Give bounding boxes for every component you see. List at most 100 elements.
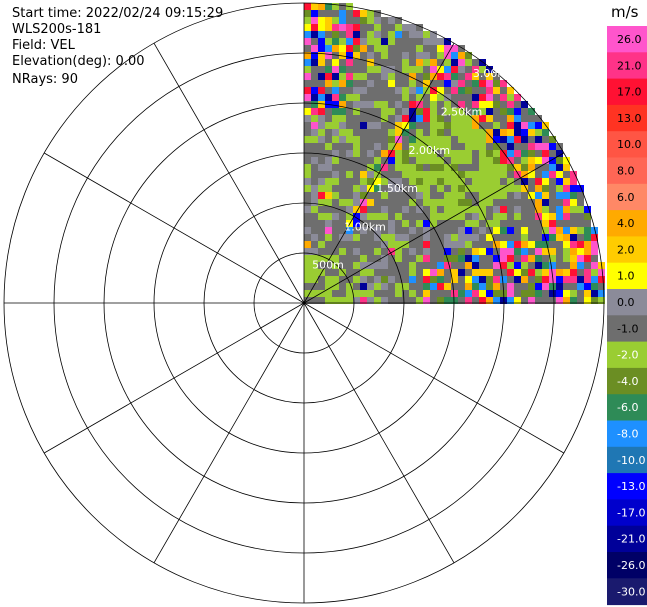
velocity-bin bbox=[402, 73, 409, 80]
velocity-bin bbox=[472, 248, 479, 255]
velocity-bin bbox=[311, 101, 318, 108]
velocity-bin bbox=[360, 178, 367, 185]
velocity-bin bbox=[528, 220, 535, 227]
velocity-bin bbox=[423, 94, 430, 101]
azimuth-spoke bbox=[303, 302, 565, 454]
range-ring-labels: 500m 1.00km 1.50km 2.00km 2.50km 3.00km bbox=[312, 67, 514, 272]
colorbar-tick-label: 6.0 bbox=[617, 191, 635, 204]
velocity-bin bbox=[311, 122, 318, 129]
velocity-bin bbox=[507, 199, 514, 206]
velocity-bin bbox=[500, 241, 507, 248]
velocity-bin bbox=[472, 276, 479, 283]
velocity-bin bbox=[332, 3, 339, 10]
velocity-bin bbox=[388, 136, 395, 143]
velocity-bin bbox=[388, 227, 395, 234]
velocity-bin bbox=[430, 178, 437, 185]
velocity-bin bbox=[346, 101, 353, 108]
velocity-bin bbox=[486, 283, 493, 290]
velocity-bin bbox=[479, 241, 486, 248]
velocity-bin bbox=[374, 10, 381, 17]
velocity-bin bbox=[556, 185, 563, 192]
velocity-bin bbox=[388, 115, 395, 122]
velocity-bin bbox=[360, 115, 367, 122]
velocity-bin bbox=[444, 164, 451, 171]
velocity-bin bbox=[507, 262, 514, 269]
velocity-bin bbox=[479, 157, 486, 164]
velocity-bin bbox=[367, 45, 374, 52]
velocity-bin bbox=[465, 101, 472, 108]
velocity-bin bbox=[367, 24, 374, 31]
velocity-bin bbox=[318, 290, 325, 297]
velocity-bin bbox=[535, 178, 542, 185]
velocity-bin bbox=[346, 248, 353, 255]
velocity-bin bbox=[493, 136, 500, 143]
velocity-bin bbox=[311, 241, 318, 248]
velocity-bin bbox=[360, 157, 367, 164]
velocity-bin bbox=[458, 241, 465, 248]
velocity-bin bbox=[528, 192, 535, 199]
velocity-bin bbox=[549, 220, 556, 227]
velocity-bin bbox=[402, 45, 409, 52]
velocity-bin bbox=[395, 31, 402, 38]
velocity-bin bbox=[451, 129, 458, 136]
colorbar-bin bbox=[607, 78, 647, 106]
velocity-bin bbox=[479, 199, 486, 206]
velocity-bin bbox=[360, 45, 367, 52]
velocity-bin bbox=[493, 241, 500, 248]
velocity-bin bbox=[472, 122, 479, 129]
velocity-bin bbox=[381, 164, 388, 171]
velocity-bin bbox=[325, 3, 332, 10]
velocity-bin bbox=[318, 143, 325, 150]
velocity-bin bbox=[430, 31, 437, 38]
colorbar-tick-label: -30.0 bbox=[617, 585, 645, 598]
velocity-bin bbox=[360, 171, 367, 178]
velocity-bin bbox=[458, 108, 465, 115]
velocity-bin bbox=[444, 220, 451, 227]
velocity-bin bbox=[374, 94, 381, 101]
velocity-bin bbox=[402, 52, 409, 59]
velocity-bin bbox=[395, 192, 402, 199]
velocity-bin bbox=[402, 122, 409, 129]
velocity-bin bbox=[367, 122, 374, 129]
velocity-bin bbox=[514, 94, 521, 101]
velocity-bin bbox=[325, 276, 332, 283]
velocity-bin bbox=[444, 276, 451, 283]
velocity-bin bbox=[563, 234, 570, 241]
velocity-bin bbox=[360, 52, 367, 59]
velocity-bin bbox=[598, 290, 605, 297]
velocity-bin bbox=[556, 248, 563, 255]
velocity-bin bbox=[521, 150, 528, 157]
velocity-bin bbox=[402, 31, 409, 38]
velocity-bin bbox=[479, 206, 486, 213]
velocity-bin bbox=[353, 38, 360, 45]
velocity-bin bbox=[332, 290, 339, 297]
velocity-bin bbox=[409, 129, 416, 136]
velocity-bin bbox=[416, 185, 423, 192]
velocity-bin bbox=[493, 199, 500, 206]
velocity-bin bbox=[535, 234, 542, 241]
velocity-bin bbox=[472, 262, 479, 269]
velocity-bin bbox=[549, 276, 556, 283]
velocity-bin bbox=[500, 220, 507, 227]
velocity-bin bbox=[311, 234, 318, 241]
velocity-bin bbox=[451, 234, 458, 241]
velocity-bin bbox=[430, 227, 437, 234]
velocity-bin bbox=[353, 73, 360, 80]
start-time-label: Start time: 2022/02/24 09:15:29 bbox=[12, 6, 224, 21]
velocity-bin bbox=[507, 241, 514, 248]
velocity-bin bbox=[416, 297, 423, 304]
velocity-bin bbox=[332, 178, 339, 185]
velocity-bin bbox=[346, 171, 353, 178]
velocity-bin bbox=[444, 115, 451, 122]
velocity-bin bbox=[556, 234, 563, 241]
velocity-bin bbox=[374, 206, 381, 213]
velocity-bin bbox=[486, 255, 493, 262]
velocity-bin bbox=[549, 164, 556, 171]
velocity-bin bbox=[374, 108, 381, 115]
velocity-bin bbox=[500, 248, 507, 255]
velocity-bin bbox=[535, 143, 542, 150]
velocity-bin bbox=[444, 101, 451, 108]
velocity-bin bbox=[451, 262, 458, 269]
velocity-bin bbox=[570, 248, 577, 255]
velocity-bin bbox=[521, 276, 528, 283]
